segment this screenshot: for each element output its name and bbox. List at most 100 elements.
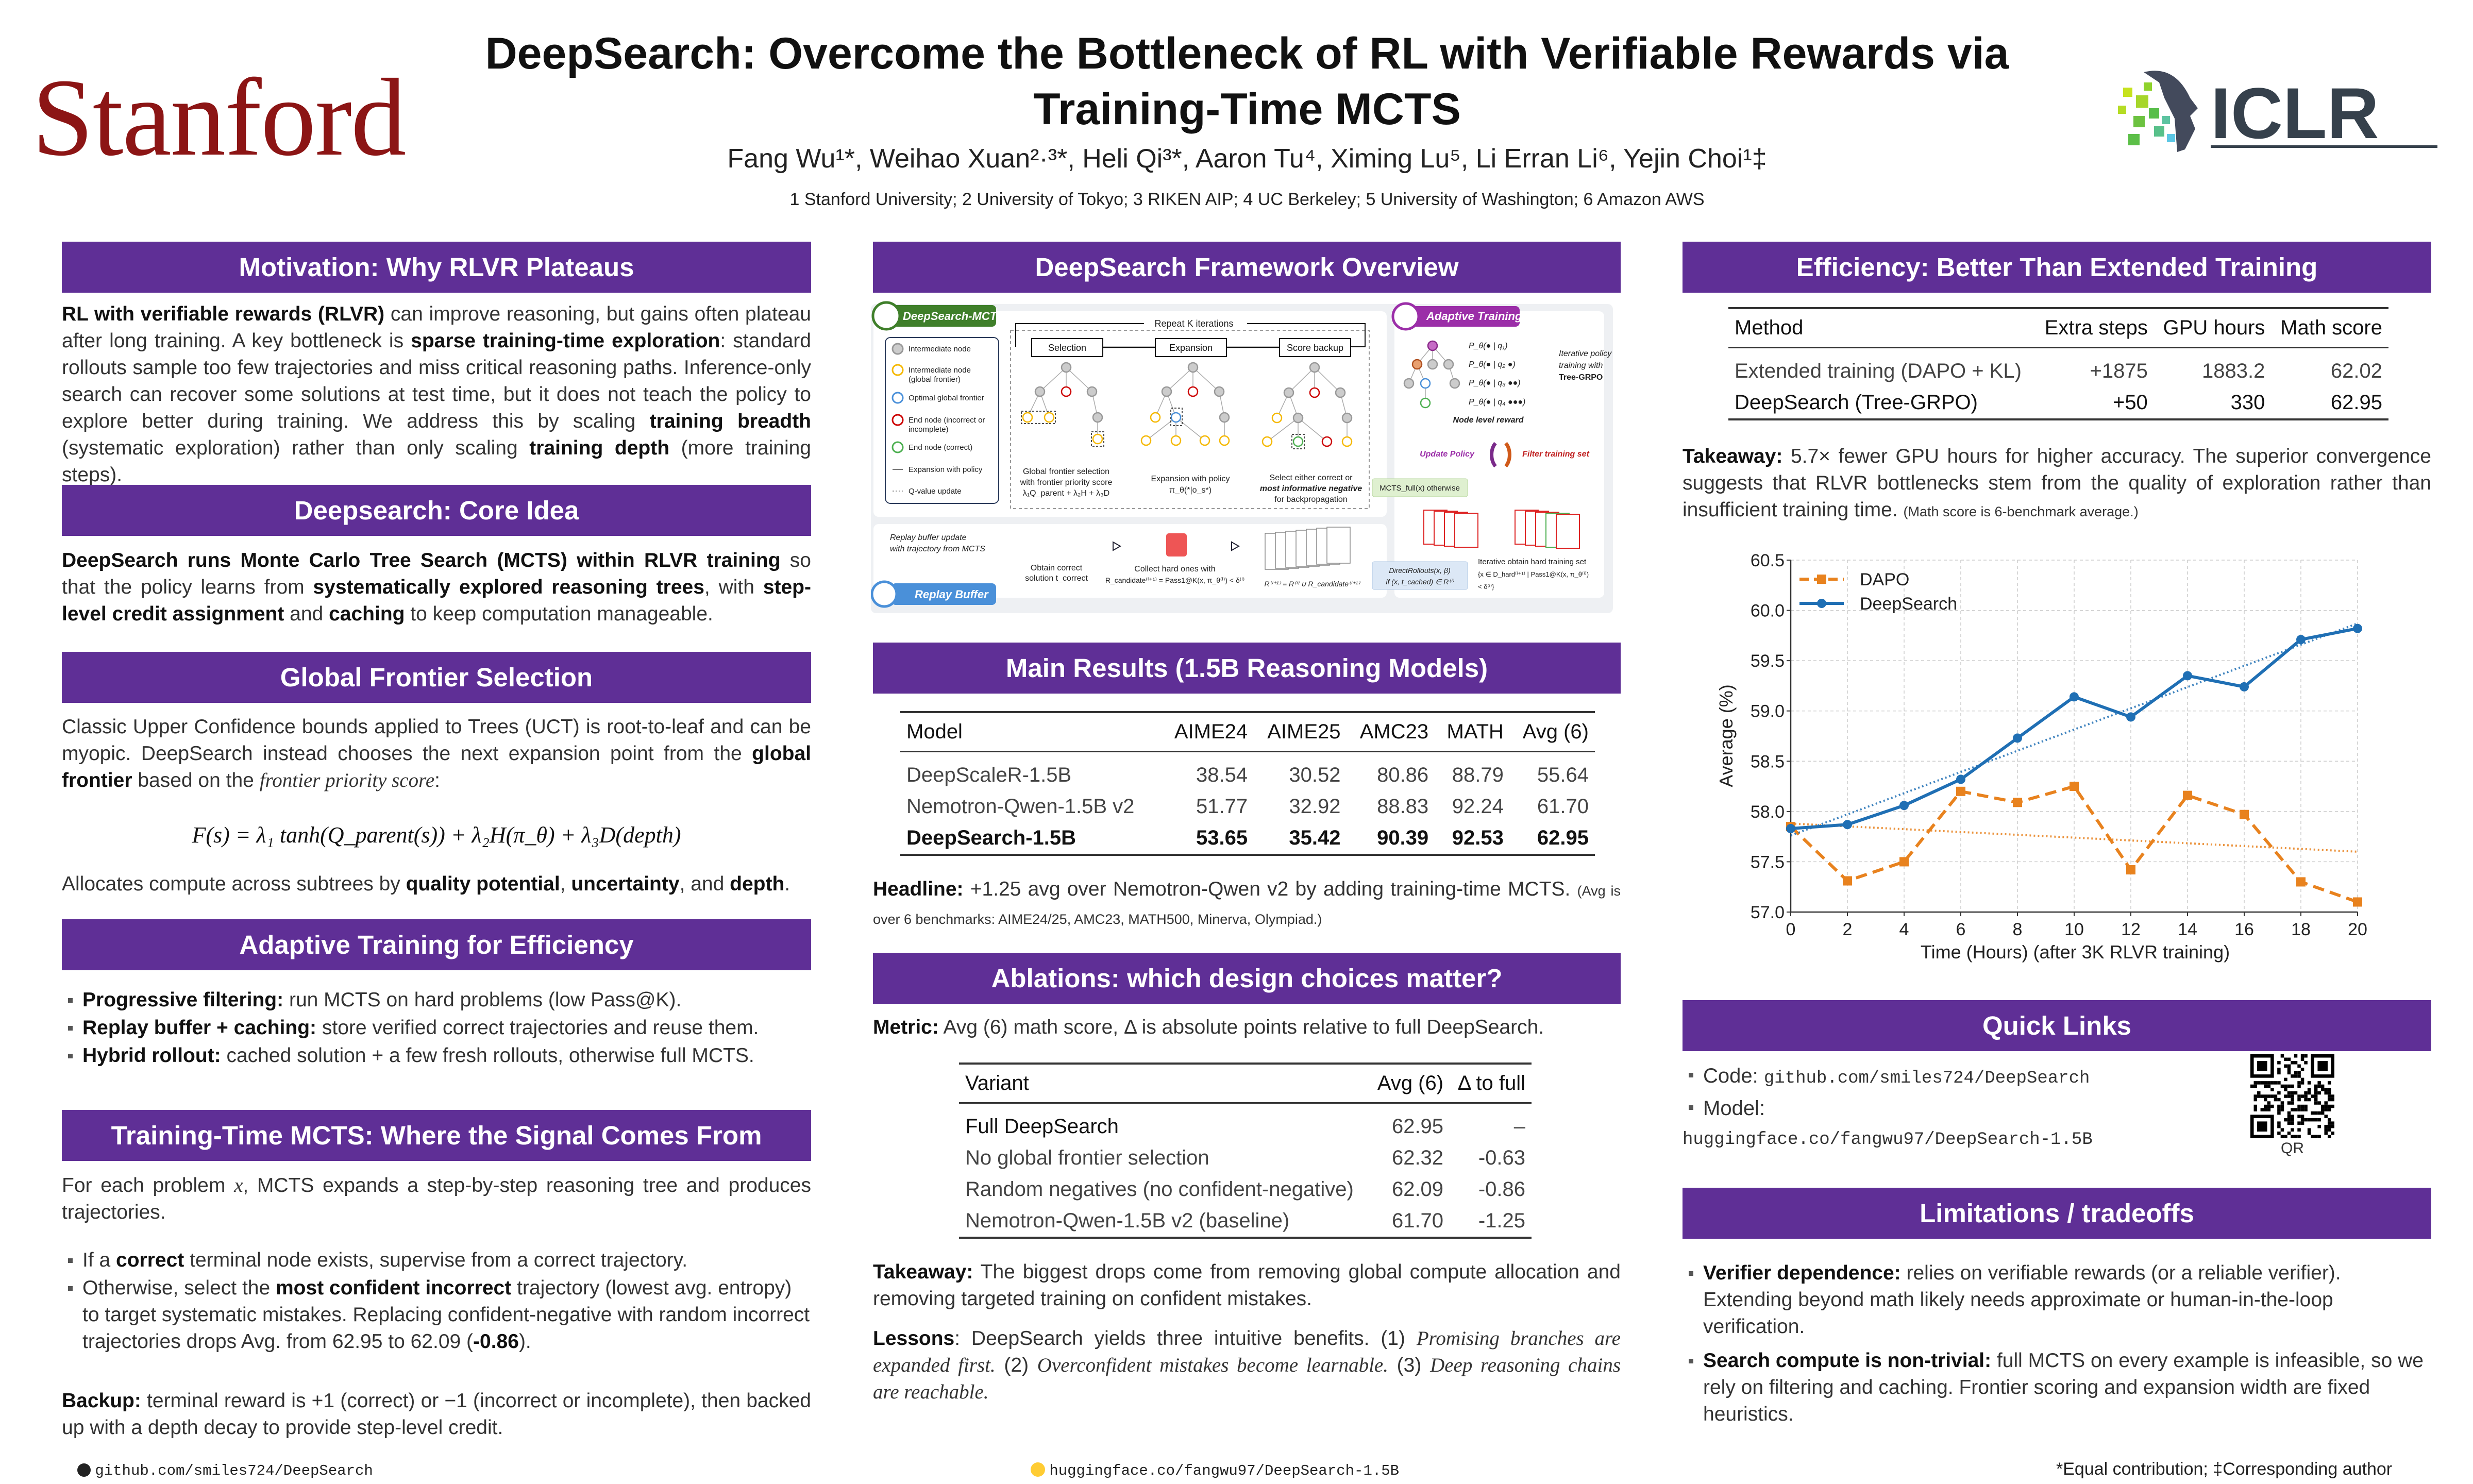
- text-segment: ).: [518, 1330, 531, 1353]
- tree-node: [1170, 435, 1182, 446]
- list-item: Progressive filtering: run MCTS on hard …: [62, 987, 811, 1014]
- qr-module: [2264, 1108, 2267, 1111]
- huggingface-link[interactable]: huggingface.co/fangwu97/DeepSearch-1.5B: [1049, 1462, 1400, 1479]
- tree-node: [1309, 387, 1320, 398]
- tree-node: [1449, 378, 1460, 389]
- text-segment: training depth: [529, 437, 670, 459]
- data-point: [2183, 671, 2192, 681]
- caption-selection: λ₁Q_parent + λ₂H + λ₃D: [1023, 489, 1109, 498]
- section-header-ablations: Ablations: which design choices matter?: [873, 953, 1621, 1004]
- qr-module: [2324, 1088, 2328, 1091]
- qr-code[interactable]: [2250, 1054, 2334, 1138]
- iclr-head-icon: [2118, 71, 2198, 152]
- qr-module: [2324, 1131, 2328, 1135]
- qr-module: [2331, 1098, 2334, 1102]
- table-row: No global frontier selection 62.32 -0.63: [959, 1142, 1532, 1174]
- qr-module: [2284, 1057, 2287, 1061]
- footer-github[interactable]: github.com/smiles724/DeepSearch: [77, 1461, 373, 1479]
- tree-node: [1271, 412, 1283, 424]
- policy-term: P_θ(● | q₃ ●●): [1469, 379, 1521, 387]
- legend-box: [885, 337, 999, 504]
- qr-module: [2314, 1098, 2318, 1102]
- qr-module: [2257, 1081, 2261, 1085]
- qr-module: [2280, 1084, 2284, 1088]
- list-item: Search compute is non-trivial: full MCTS…: [1683, 1347, 2431, 1428]
- x-tick-label: 0: [1786, 920, 1796, 939]
- table-cell: 62.95: [1537, 827, 1589, 849]
- qr-module: [2327, 1108, 2331, 1111]
- text-segment: Overconfident mistakes become learnable.: [1037, 1354, 1388, 1376]
- ablation-metric: Metric: Avg (6) math score, Δ is absolut…: [873, 1014, 1621, 1041]
- iclr-logo: ICLR: [2118, 71, 2437, 154]
- qr-finder: [2311, 1054, 2334, 1078]
- qr-module: [2304, 1098, 2308, 1102]
- replay-panel: [873, 524, 1387, 598]
- tree-edge: [1267, 417, 1299, 442]
- table-cell: +50: [2112, 391, 2148, 414]
- trend-line-DeepSearch: [1790, 622, 2358, 837]
- tree-node: [1411, 359, 1423, 370]
- y-axis-label: Average (%): [1715, 684, 1737, 787]
- qr-module: [2287, 1064, 2291, 1068]
- tree-edge: [1066, 367, 1092, 392]
- qr-module: [2297, 1074, 2301, 1078]
- x-tick-label: 6: [1956, 920, 1966, 939]
- qr-module: [2327, 1091, 2331, 1095]
- qr-module: [2284, 1088, 2287, 1091]
- text-segment: Takeaway:: [873, 1261, 973, 1283]
- caption-backup: most informative negative: [1260, 484, 1362, 493]
- code-link[interactable]: github.com/smiles724/DeepSearch: [1763, 1069, 2090, 1088]
- update-policy-label: Update Policy: [1420, 450, 1475, 459]
- qr-module: [2297, 1081, 2301, 1085]
- qr-module: [2320, 1104, 2325, 1108]
- ablation-table: Variant Avg (6) Δ to full Full DeepSearch 62…: [959, 1063, 1532, 1239]
- qr-module: [2300, 1115, 2304, 1118]
- table-cell: DeepSearch-1.5B: [906, 827, 1076, 849]
- tree-node: [1292, 436, 1304, 447]
- svg-text:Adaptive Training: Adaptive Training: [1426, 310, 1522, 323]
- legend-label: Intermediate node: [909, 345, 971, 353]
- motivation-text: RL with verifiable rewards (RLVR) can im…: [62, 301, 811, 488]
- column-header: AMC23: [1347, 712, 1435, 752]
- caption-expansion: π_θ(*|o_s*): [1169, 486, 1212, 495]
- quick-links-list: Code: github.com/smiles724/DeepSearch Mo…: [1683, 1061, 2239, 1155]
- section-header-training-time-mcts: Training-Time MCTS: Where the Signal Com…: [62, 1110, 811, 1161]
- signal-bullets: If a correct terminal node exists, super…: [62, 1247, 811, 1356]
- github-link[interactable]: github.com/smiles724/DeepSearch: [95, 1462, 373, 1479]
- footer-huggingface[interactable]: huggingface.co/fangwu97/DeepSearch-1.5B: [1031, 1461, 1399, 1479]
- x-tick-label: 4: [1899, 920, 1909, 939]
- text-segment: Classic Upper Confidence bounds applied …: [62, 716, 811, 765]
- badge-adaptive-training: [1407, 306, 1520, 327]
- table-cell: 62.95: [1391, 1115, 1444, 1138]
- qr-module: [2264, 1081, 2267, 1085]
- qr-module: [2307, 1091, 2311, 1095]
- qr-module: [2267, 1094, 2271, 1098]
- qr-module: [2314, 1088, 2318, 1091]
- text-segment: store verified correct trajectories and …: [316, 1017, 759, 1039]
- table-cell: 38.54: [1196, 764, 1248, 786]
- text-segment: Replay buffer + caching:: [82, 1017, 317, 1039]
- qr-module: [2291, 1108, 2294, 1111]
- lessons-text: Lessons: DeepSearch yields three intuiti…: [873, 1325, 1621, 1406]
- list-item-code: Code: github.com/smiles724/DeepSearch: [1683, 1061, 2239, 1093]
- qr-module: [2284, 1084, 2287, 1088]
- text-segment: , and: [679, 873, 730, 895]
- data-point: [1843, 820, 1852, 830]
- text-segment: and: [284, 603, 329, 625]
- qr-module: [2297, 1115, 2301, 1118]
- tree-node: [1219, 412, 1230, 423]
- text-segment: (more training steps).: [62, 437, 811, 486]
- model-link[interactable]: huggingface.co/fangwu97/DeepSearch-1.5B: [1683, 1130, 2093, 1150]
- table-header-row: Method Extra steps GPU hours Math score: [1728, 308, 2388, 348]
- step-box: [1155, 338, 1227, 357]
- qr-module: [2327, 1098, 2331, 1102]
- x-tick-label: 14: [2178, 920, 2197, 939]
- tree-node: [1034, 386, 1046, 397]
- tree-edge: [1039, 367, 1067, 392]
- text-segment: Otherwise, select the: [82, 1277, 276, 1299]
- data-point: [2070, 692, 2079, 702]
- framework-diagram: DeepSearch-MCTS Adaptive Training Replay…: [871, 301, 1613, 613]
- y-tick-label: 57.5: [1751, 852, 1785, 872]
- y-tick-label: 60.5: [1751, 551, 1785, 570]
- qr-module: [2320, 1088, 2325, 1091]
